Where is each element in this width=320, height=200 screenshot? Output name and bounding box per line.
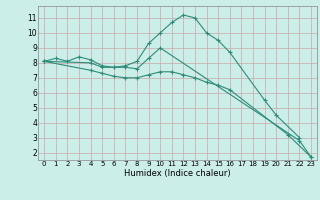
X-axis label: Humidex (Indice chaleur): Humidex (Indice chaleur) — [124, 169, 231, 178]
